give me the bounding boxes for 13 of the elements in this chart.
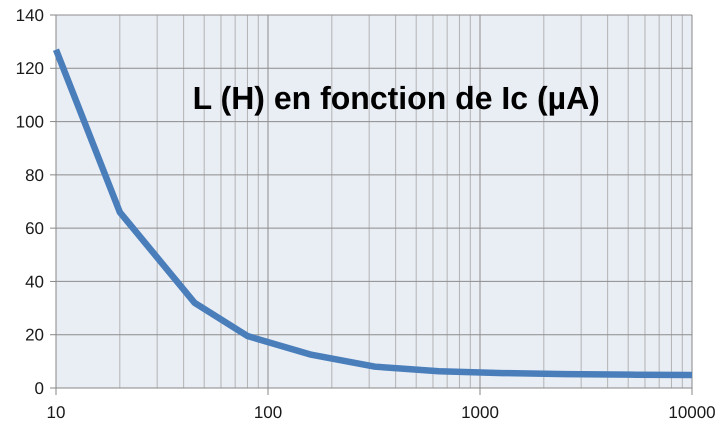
x-tick-label: 100 (254, 403, 282, 422)
y-tick-label: 0 (34, 378, 44, 398)
x-tick-label: 10 (46, 403, 66, 422)
x-tick-label: 1000 (461, 403, 499, 422)
y-tick-label: 140 (16, 6, 44, 25)
y-tick-label: 80 (25, 166, 44, 185)
text: L (H) en fonction de Ic (µA) (192, 80, 600, 116)
y-tick-label: 20 (25, 326, 44, 345)
y-tick-label: 40 (25, 272, 44, 292)
y-tick-label: 120 (16, 59, 44, 78)
y-tick-label: 60 (25, 219, 44, 238)
y-tick-label: 100 (16, 112, 44, 132)
x-tick-label: 10000 (668, 403, 716, 422)
